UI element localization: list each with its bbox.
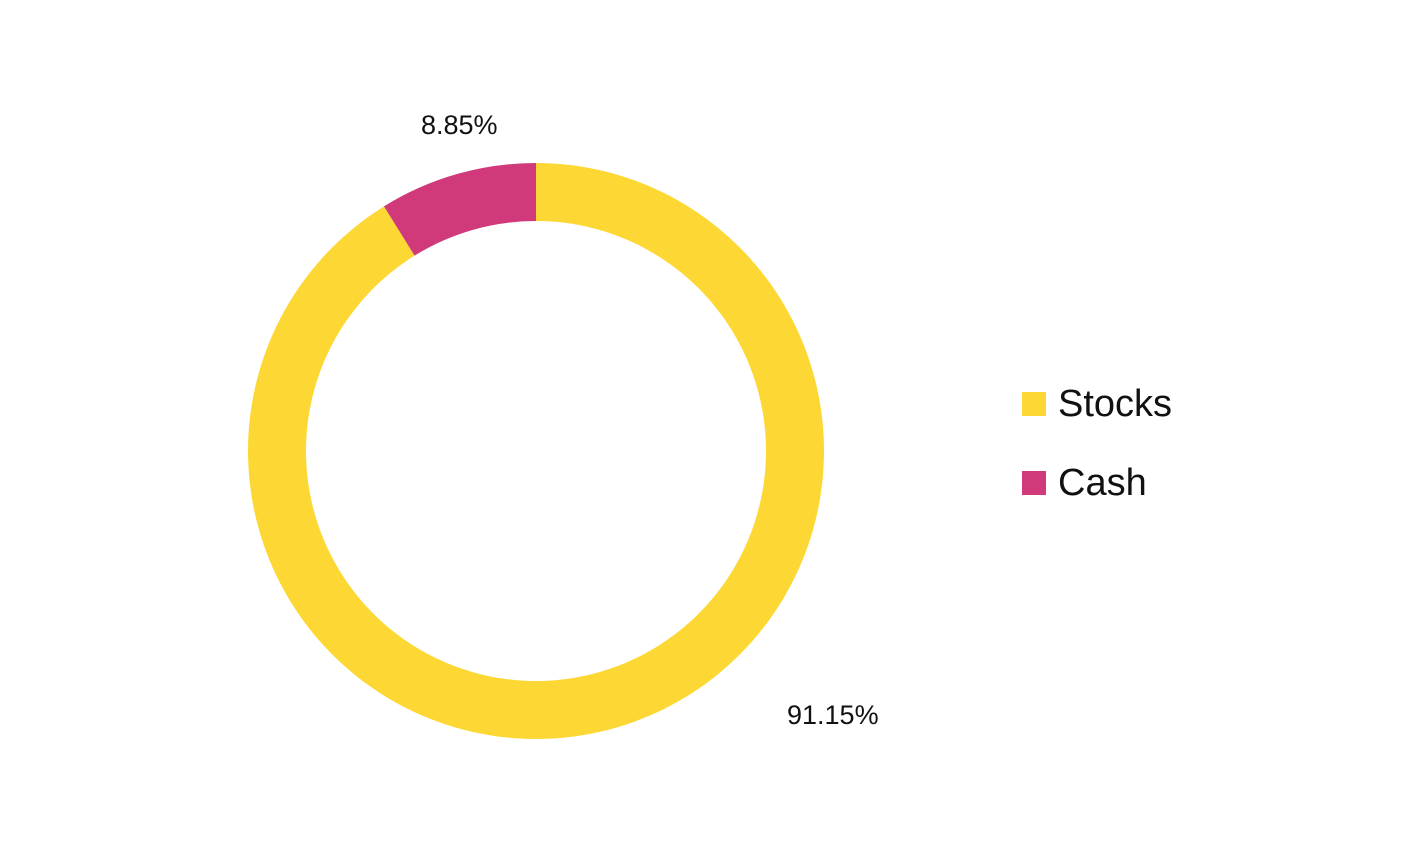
legend-label-cash: Cash (1058, 462, 1147, 504)
data-label-cash: 8.85% (421, 110, 498, 140)
legend-item-stocks: Stocks (1022, 382, 1172, 426)
legend: Stocks Cash (1022, 382, 1172, 540)
legend-swatch-cash (1022, 471, 1046, 495)
legend-swatch-stocks (1022, 392, 1046, 416)
legend-label-stocks: Stocks (1058, 383, 1173, 425)
donut-slice-stocks (248, 163, 825, 739)
donut-slice-cash (383, 163, 536, 256)
data-label-stocks: 91.15% (787, 700, 879, 730)
legend-item-cash: Cash (1022, 461, 1172, 505)
